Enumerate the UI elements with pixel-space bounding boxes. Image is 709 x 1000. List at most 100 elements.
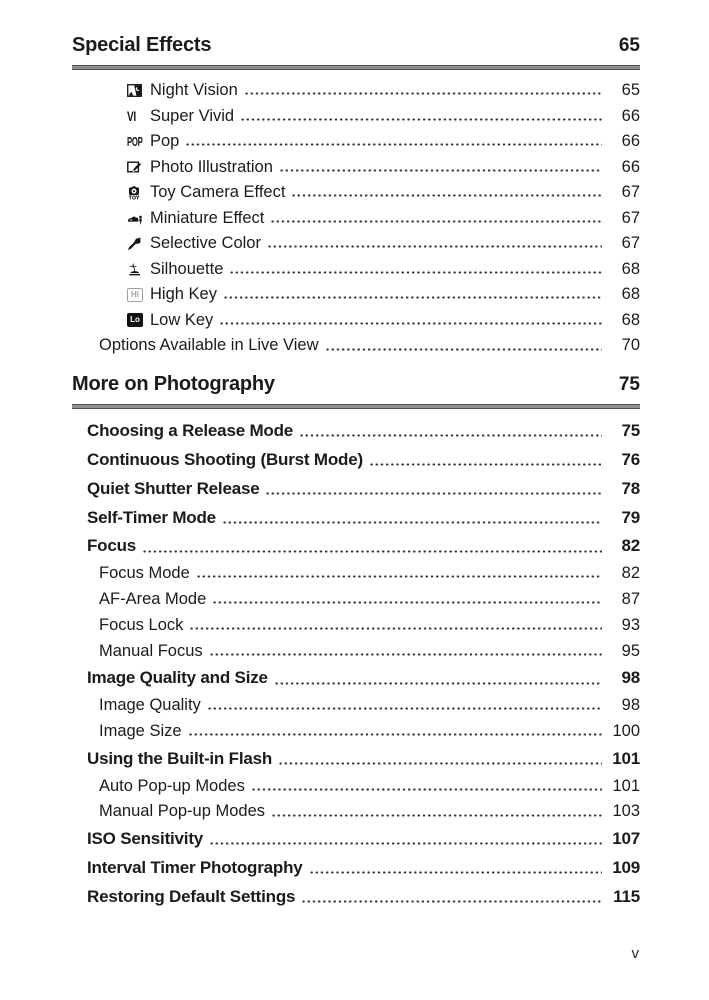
toc-entry-label: Pop	[150, 132, 180, 151]
toc-entry: Miniature Effect 67	[72, 205, 640, 231]
toc-entry-label: Interval Timer Photography	[87, 857, 303, 877]
dot-leader	[324, 333, 602, 359]
dot-leader	[308, 853, 602, 883]
toc-entry-page: 78	[621, 478, 640, 498]
toc-entry-page: 76	[621, 449, 640, 469]
toc-entry: VI Super Vivid 66	[72, 103, 640, 129]
dot-leader	[368, 445, 602, 475]
toc-entry: Restoring Default Settings 115	[72, 882, 640, 912]
toc-entry-label: Toy Camera Effect	[150, 183, 286, 202]
toc-entry-page: 68	[621, 259, 640, 278]
toc-entry-page: 79	[621, 507, 640, 527]
dot-leader	[271, 798, 602, 825]
section-title: More on Photography	[72, 372, 275, 395]
dot-leader	[240, 103, 602, 129]
toc-entry: Hi High Key 68	[72, 282, 640, 308]
toc-entry-page: 66	[621, 106, 640, 125]
toc-entry-label: Focus Lock	[99, 615, 184, 634]
toc-entry: TOY Toy Camera Effect 67	[72, 180, 640, 206]
folio-page-number: v	[631, 945, 640, 962]
dot-leader	[243, 78, 602, 104]
dot-leader	[209, 824, 602, 854]
dot-leader	[273, 663, 602, 693]
toc-entry: Focus Lock 93	[72, 612, 640, 639]
toc-entry: Image Quality 98	[72, 692, 640, 719]
toc-entry-label: Quiet Shutter Release	[87, 478, 260, 498]
dot-leader	[250, 773, 602, 799]
toc-entry: Quiet Shutter Release 78	[72, 474, 640, 504]
dot-leader	[208, 638, 602, 664]
toc-entry-label: Options Available in Live View	[99, 336, 319, 355]
toc-entry-label: Continuous Shooting (Burst Mode)	[87, 449, 363, 469]
toc-entry-label: Restoring Default Settings	[87, 886, 296, 906]
toc-entry-label: Silhouette	[150, 259, 224, 278]
toc-entry: ISO Sensitivity 107	[72, 824, 640, 854]
toc-entry: Self-Timer Mode 79	[72, 503, 640, 532]
dot-leader	[266, 231, 602, 257]
toc-entry-label: Focus Mode	[99, 564, 190, 583]
photo-illustration-icon	[127, 161, 148, 174]
dot-leader	[278, 744, 602, 774]
toc-entry-page: 67	[621, 234, 640, 253]
toc-entry-page: 107	[612, 829, 640, 849]
dot-leader	[221, 503, 602, 532]
toc-entry: Selective Color 67	[72, 231, 640, 257]
toc-entry-page: 101	[612, 748, 640, 768]
toc-entry-page: 75	[621, 421, 640, 441]
toc-entry-page: 95	[621, 641, 640, 660]
toc-entry-label: Choosing a Release Mode	[87, 421, 294, 441]
miniature-effect-icon	[127, 212, 148, 225]
toc-entry-page: 68	[621, 285, 640, 304]
dot-leader	[187, 718, 602, 745]
toc-entry-page: 101	[612, 776, 640, 795]
low-key-icon: Lo	[127, 313, 148, 328]
toc-entry-page: 65	[621, 81, 640, 100]
toc-entry: Manual Focus 95	[72, 638, 640, 664]
toc-entry: Options Available in Live View 70	[72, 333, 640, 359]
toc-entry: Continuous Shooting (Burst Mode) 76	[72, 445, 640, 475]
toc-entry-page: 70	[621, 336, 640, 355]
heading-rule	[72, 403, 640, 409]
toc-entry-label: Image Size	[99, 721, 182, 740]
toc-entry: Silhouette 68	[72, 256, 640, 282]
toc-entry: POP Pop 66	[72, 129, 640, 155]
section-page-number: 65	[618, 35, 640, 56]
toy-camera-icon: TOY	[127, 186, 148, 200]
dot-leader	[195, 560, 602, 587]
silhouette-icon	[127, 263, 148, 276]
toc-entry-label: Super Vivid	[150, 106, 235, 125]
night-vision-icon	[127, 84, 148, 98]
dot-leader	[278, 154, 602, 180]
section-more-on-photography: More on Photography 75 Choosing a Releas…	[72, 372, 640, 912]
toc-entry: Focus 82	[72, 531, 640, 561]
toc-page: Special Effects 65 Night Vision 65 VI Super…	[72, 0, 640, 912]
dot-leader	[142, 531, 602, 561]
toc-entry-label: Auto Pop-up Modes	[99, 776, 245, 795]
toc-entry-label: Manual Pop-up Modes	[99, 802, 266, 821]
toc-entry-label: Selective Color	[150, 234, 261, 253]
dot-leader	[299, 416, 602, 446]
selective-color-icon	[127, 237, 148, 251]
section-title: Special Effects	[72, 34, 212, 56]
toc-entry-page: 67	[621, 208, 640, 227]
section-special-effects: Special Effects 65 Night Vision 65 VI Super…	[72, 0, 640, 359]
toc-entry-label: Using the Built-in Flash	[87, 748, 273, 768]
dot-leader	[206, 692, 602, 719]
dot-leader	[219, 307, 602, 333]
toc-entry: Image Quality and Size 98	[72, 663, 640, 693]
dot-leader	[265, 474, 602, 504]
toc-entry-label: Self-Timer Mode	[87, 507, 216, 527]
toc-entry: Manual Pop-up Modes 103	[72, 798, 640, 825]
heading-rule	[72, 65, 640, 70]
dot-leader	[291, 180, 602, 206]
toc-entry-page: 68	[621, 310, 640, 329]
toc-entry-page: 115	[613, 886, 640, 906]
toc-entry-label: High Key	[150, 285, 217, 304]
toc-list: Night Vision 65 VI Super Vivid 66 POP Pop 66 Pho…	[72, 70, 640, 359]
toc-entry-page: 98	[621, 696, 640, 715]
toc-entry-page: 66	[621, 132, 640, 151]
toc-entry-page: 100	[612, 721, 640, 740]
toc-entry-label: Image Quality and Size	[87, 668, 268, 688]
toc-entry-label: Miniature Effect	[150, 208, 265, 227]
dot-leader	[301, 882, 602, 912]
